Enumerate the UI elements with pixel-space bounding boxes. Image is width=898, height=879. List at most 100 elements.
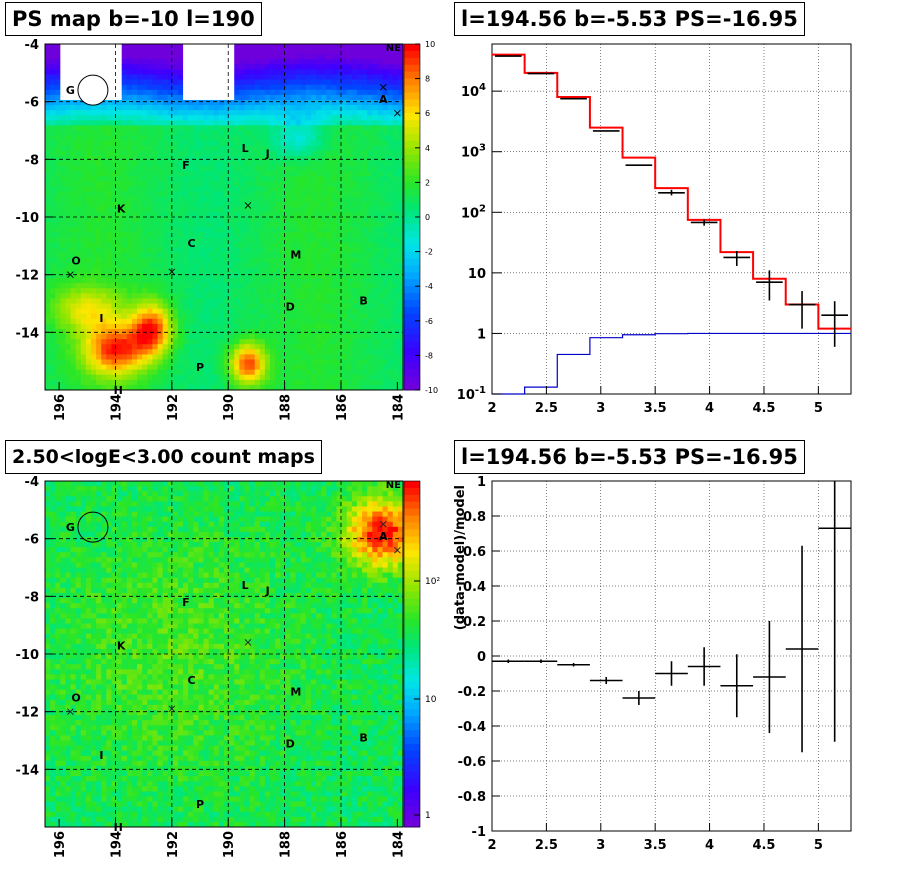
- heatmap-cell: [91, 278, 97, 284]
- heatmap-cell: [76, 186, 82, 192]
- heatmap-cell: [265, 298, 271, 304]
- heatmap-cell: [234, 105, 240, 111]
- heatmap-cell: [198, 141, 204, 147]
- heatmap-cell: [255, 365, 261, 371]
- heatmap-cell: [117, 278, 123, 284]
- heatmap-cell: [127, 120, 133, 126]
- heatmap-cell: [122, 125, 128, 131]
- heatmap-cell: [158, 217, 164, 223]
- heatmap-cell: [158, 324, 164, 330]
- heatmap-cell: [81, 324, 87, 330]
- heatmap-cell: [142, 141, 148, 147]
- heatmap-cell: [178, 293, 184, 299]
- heatmap-cell: [65, 151, 71, 157]
- heatmap-cell: [111, 354, 117, 360]
- heatmap-cell: [347, 227, 353, 233]
- heatmap-cell: [275, 44, 281, 50]
- heatmap-cell: [352, 232, 358, 238]
- heatmap-cell: [117, 359, 123, 365]
- heatmap-cell: [244, 166, 250, 172]
- heatmap-cell: [168, 171, 174, 177]
- heatmap-cell: [168, 207, 174, 213]
- heatmap-cell: [55, 75, 61, 81]
- heatmap-cell: [280, 136, 286, 142]
- colorbar-segment: [404, 259, 420, 266]
- heatmap-cell: [147, 370, 153, 376]
- heatmap-cell: [132, 44, 138, 50]
- heatmap-cell: [342, 304, 348, 310]
- heatmap-cell: [347, 197, 353, 203]
- heatmap-cell: [275, 237, 281, 243]
- heatmap-cell: [81, 59, 87, 65]
- heatmap-cell: [209, 151, 215, 157]
- heatmap-cell: [367, 222, 373, 228]
- heatmap-cell: [362, 314, 368, 320]
- heatmap-cell: [234, 44, 240, 50]
- heatmap-cell: [270, 273, 276, 279]
- heatmap-cell: [214, 309, 220, 315]
- heatmap-cell: [91, 273, 97, 279]
- heatmap-cell: [347, 64, 353, 70]
- heatmap-cell: [270, 136, 276, 142]
- heatmap-cell: [152, 242, 158, 248]
- heatmap-cell: [137, 324, 143, 330]
- heatmap-cell: [331, 288, 337, 294]
- heatmap-cell: [244, 314, 250, 320]
- heatmap-cell: [45, 80, 51, 86]
- heatmap-cell: [270, 181, 276, 187]
- heatmap-cell: [214, 232, 220, 238]
- heatmap-cell: [357, 217, 363, 223]
- heatmap-cell: [275, 59, 281, 65]
- heatmap-cell: [106, 273, 112, 279]
- heatmap-cell: [209, 283, 215, 289]
- heatmap-cell: [101, 222, 107, 228]
- heatmap-cell: [96, 166, 102, 172]
- heatmap-cell: [352, 166, 358, 172]
- heatmap-cell: [224, 49, 230, 55]
- heatmap-cell: [357, 263, 363, 269]
- heatmap-cell: [280, 151, 286, 157]
- heatmap-cell: [45, 354, 51, 360]
- heatmap-cell: [347, 136, 353, 142]
- heatmap-cell: [388, 339, 394, 345]
- source-label: G: [66, 84, 75, 97]
- heatmap-cell: [342, 120, 348, 126]
- heatmap-cell: [152, 202, 158, 208]
- heatmap-cell: [301, 54, 307, 60]
- heatmap-cell: [311, 85, 317, 91]
- heatmap-cell: [311, 146, 317, 152]
- heatmap-cell: [357, 64, 363, 70]
- heatmap-cell: [147, 166, 153, 172]
- heatmap-cell: [342, 105, 348, 111]
- heatmap-cell: [250, 217, 256, 223]
- heatmap-cell: [275, 156, 281, 162]
- heatmap-cell: [244, 80, 250, 86]
- heatmap-cell: [255, 354, 261, 360]
- heatmap-cell: [296, 181, 302, 187]
- heatmap-cell: [393, 181, 399, 187]
- heatmap-cell: [101, 232, 107, 238]
- heatmap-cell: [224, 268, 230, 274]
- heatmap-cell: [188, 253, 194, 259]
- heatmap-cell: [91, 171, 97, 177]
- heatmap-cell: [45, 115, 51, 121]
- heatmap-cell: [127, 349, 133, 355]
- heatmap-cell: [209, 176, 215, 182]
- heatmap-cell: [372, 283, 378, 289]
- heatmap-cell: [255, 278, 261, 284]
- heatmap-cell: [50, 192, 56, 198]
- heatmap-cell: [198, 100, 204, 106]
- heatmap-cell: [311, 380, 317, 386]
- heatmap-cell: [285, 100, 291, 106]
- heatmap-cell: [173, 125, 179, 131]
- heatmap-cell: [301, 131, 307, 137]
- heatmap-cell: [255, 44, 261, 50]
- heatmap-cell: [326, 64, 332, 70]
- heatmap-cell: [244, 227, 250, 233]
- heatmap-cell: [372, 253, 378, 259]
- heatmap-cell: [244, 59, 250, 65]
- heatmap-cell: [224, 293, 230, 299]
- heatmap-cell: [265, 253, 271, 259]
- heatmap-cell: [204, 314, 210, 320]
- heatmap-cell: [280, 95, 286, 101]
